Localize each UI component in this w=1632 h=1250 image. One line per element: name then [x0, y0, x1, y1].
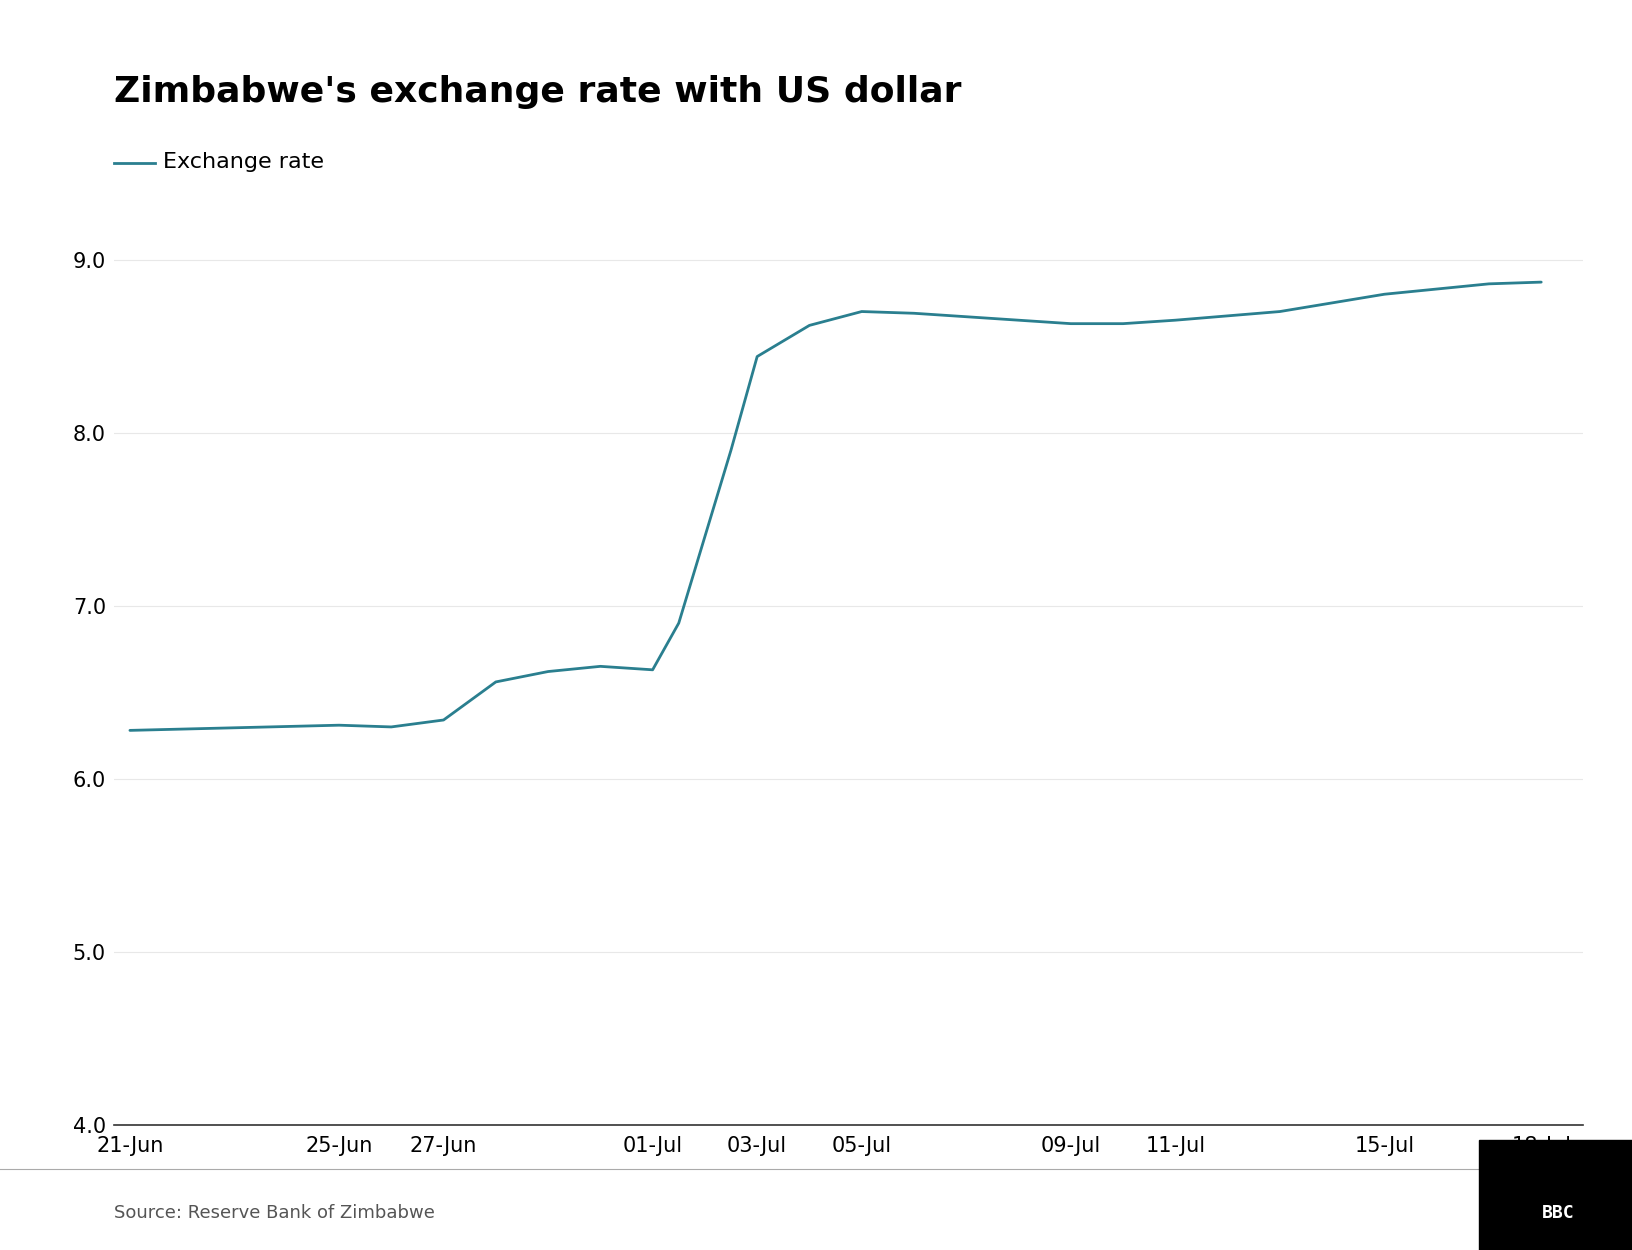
Text: BBC: BBC [1542, 1204, 1575, 1221]
Text: Source: Reserve Bank of Zimbabwe: Source: Reserve Bank of Zimbabwe [114, 1204, 436, 1221]
Text: Zimbabwe's exchange rate with US dollar: Zimbabwe's exchange rate with US dollar [114, 75, 961, 109]
Text: Exchange rate: Exchange rate [163, 152, 325, 173]
